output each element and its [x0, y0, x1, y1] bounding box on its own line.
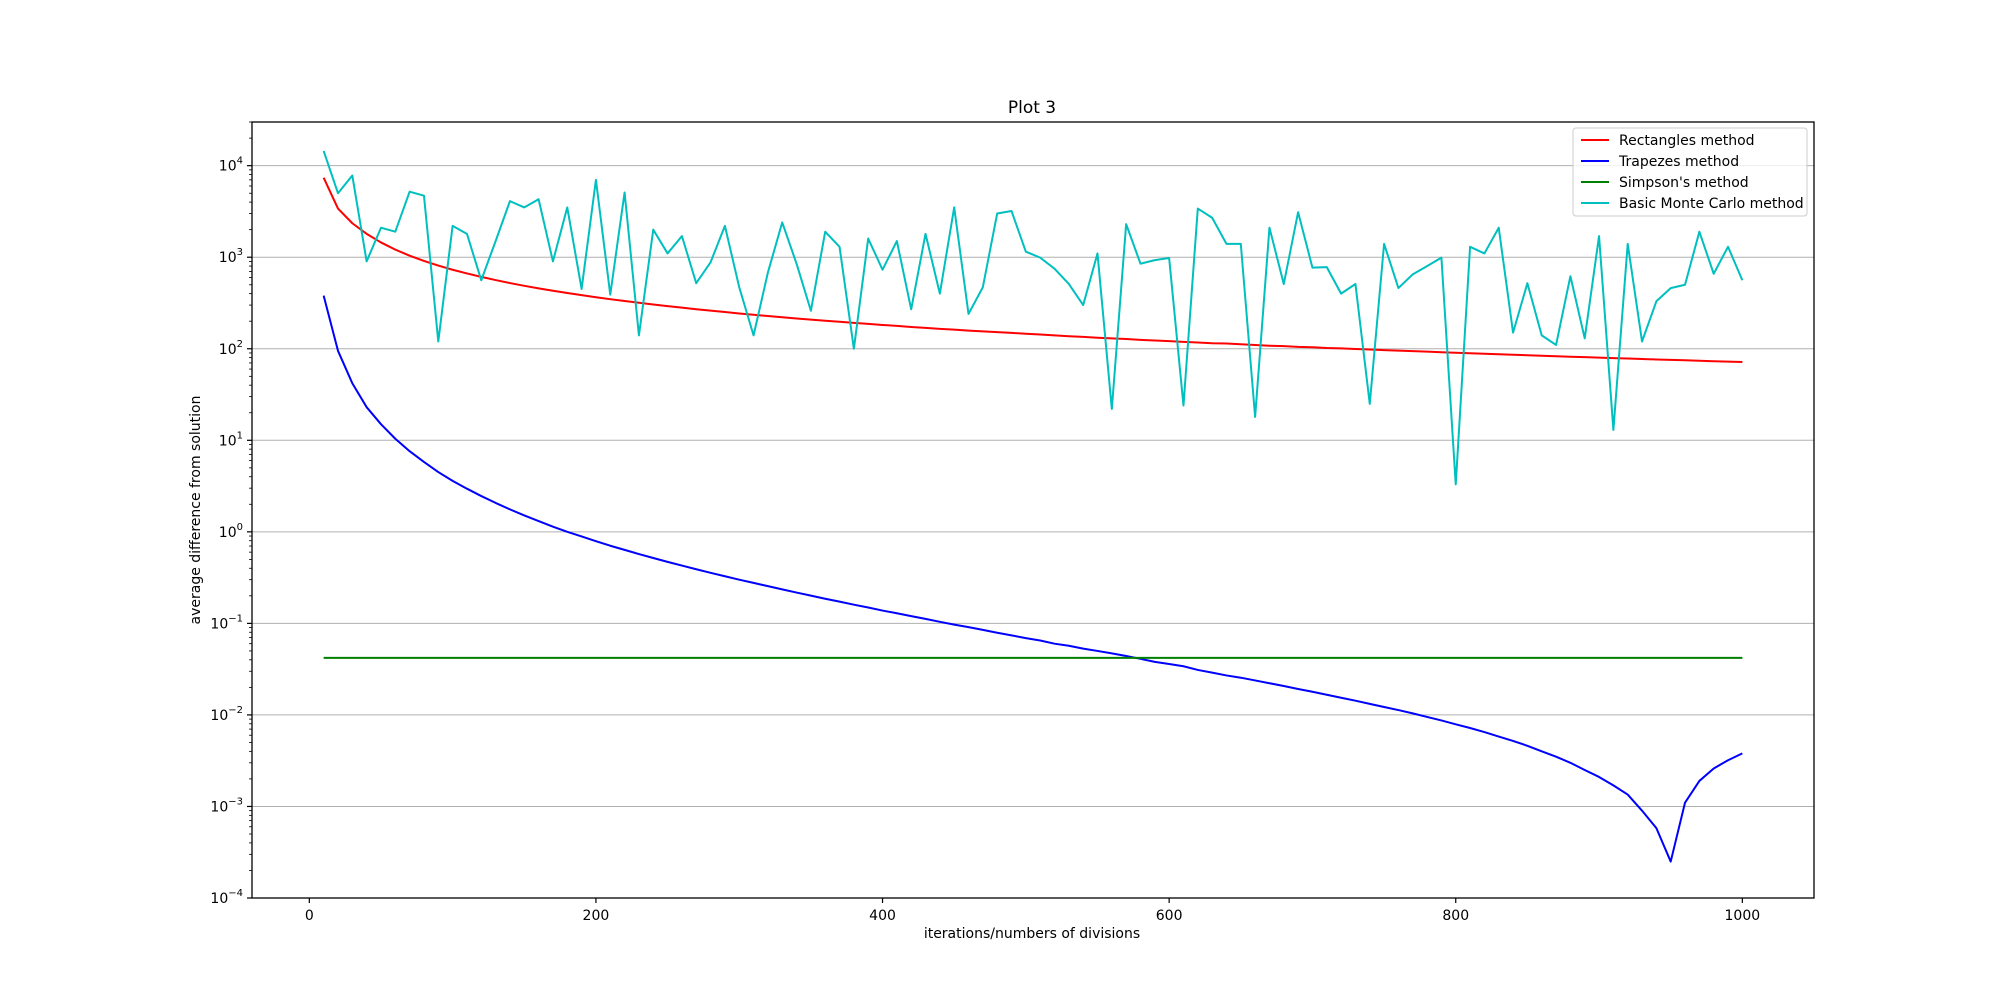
series-line-trapezes-method	[322, 295, 1743, 863]
x-tick-label: 400	[869, 908, 896, 924]
axes-frame	[251, 121, 1815, 899]
legend-label: Simpson's method	[1619, 175, 1749, 191]
x-tick-label: 1000	[1725, 908, 1761, 924]
x-tick-label: 200	[583, 908, 610, 924]
series-line-basic-monte-carlo-method	[322, 150, 1744, 486]
legend-label: Basic Monte Carlo method	[1619, 196, 1804, 212]
series-line-rectangles-method	[322, 177, 1743, 364]
y-tick-label: 100	[219, 522, 243, 541]
y-tick-label: 10−2	[210, 705, 243, 724]
y-tick-label: 101	[219, 430, 243, 449]
x-axis: 0 200 400 600 800 1000	[305, 898, 1760, 924]
x-axis-label: iterations/numbers of divisions	[924, 926, 1140, 942]
legend-box	[1572, 127, 1808, 217]
y-tick-label: 10−3	[210, 796, 243, 815]
legend-label: Rectangles method	[1619, 133, 1755, 149]
y-tick-label: 10−4	[210, 888, 243, 907]
plot-lines	[322, 150, 1744, 863]
y-tick-label: 102	[219, 339, 243, 358]
legend: Rectangles method Trapezes method Simpson'…	[1572, 127, 1808, 217]
x-tick-label: 0	[305, 908, 314, 924]
y-axis-label: average difference from solution	[188, 396, 204, 625]
x-tick-label: 800	[1442, 908, 1469, 924]
x-tick-label: 600	[1156, 908, 1183, 924]
y-tick-label: 10−1	[210, 613, 243, 632]
legend-label: Trapezes method	[1618, 154, 1739, 170]
y-tick-label: 104	[219, 156, 243, 175]
y-axis: 10−4 10−3 10−2 10−1 100 101 102 103 104	[210, 121, 252, 907]
y-tick-label: 103	[219, 247, 243, 266]
chart-title: Plot 3	[1008, 98, 1056, 118]
